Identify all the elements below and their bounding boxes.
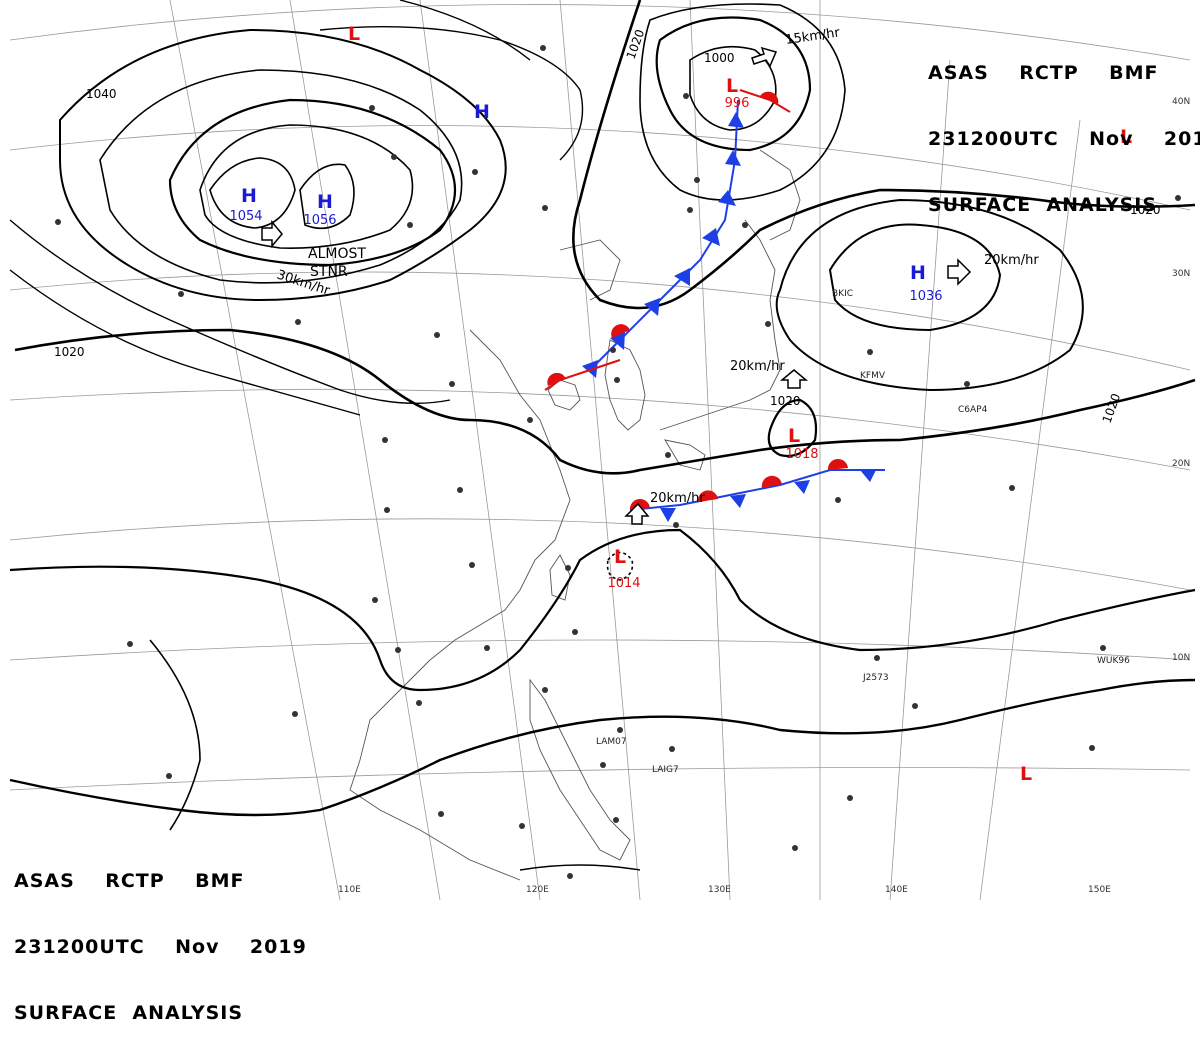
low-letter: L (348, 23, 360, 45)
low-letter: L (726, 75, 738, 97)
svg-text:ALMOST: ALMOST (308, 246, 366, 262)
svg-text:J2573: J2573 (862, 673, 889, 683)
weather-map: H 1054 H 1056 H H 1036 L 996 L 1018 L 10… (9, 0, 1196, 901)
svg-text:40N: 40N (1172, 97, 1190, 107)
svg-text:140E: 140E (885, 885, 908, 895)
svg-text:1020: 1020 (54, 345, 85, 359)
pressure-centers: H 1054 H 1056 H H 1036 L 996 L 1018 L 10… (229, 23, 1132, 785)
graticule (9, 0, 1191, 901)
low-pressure-value: 1018 (785, 447, 818, 462)
low-letter: L (1020, 763, 1032, 785)
svg-text:110E: 110E (338, 885, 361, 895)
svg-text:20km/hr: 20km/hr (650, 491, 705, 506)
high-letter: H (241, 185, 257, 207)
chart-header-bottom: ASAS RCTP BMF 231200UTC Nov 2019 SURFACE… (14, 826, 307, 1046)
low-pressure-value: 1014 (607, 576, 640, 591)
motion-arrows (261, 46, 972, 525)
low-letter: L (614, 546, 626, 568)
header-line-1: ASAS RCTP BMF (14, 870, 245, 892)
header-line-2: 231200UTC Nov 2019 (928, 128, 1200, 150)
low-pressure-value: 996 (725, 96, 750, 111)
svg-text:1000: 1000 (704, 51, 735, 65)
high-letter: H (317, 191, 333, 213)
arrow-icon (947, 258, 972, 286)
svg-text:20N: 20N (1172, 459, 1190, 469)
svg-text:15km/hr: 15km/hr (784, 25, 841, 48)
high-pressure-value: 1056 (303, 213, 336, 228)
arrow-icon (261, 219, 283, 249)
high-pressure-value: 1036 (909, 289, 942, 304)
arrow-icon (779, 369, 809, 389)
svg-text:1040: 1040 (86, 87, 117, 101)
svg-text:1020: 1020 (1100, 392, 1124, 425)
arrow-icon (751, 46, 778, 68)
svg-text:1020: 1020 (1130, 203, 1161, 217)
svg-text:30N: 30N (1172, 269, 1190, 279)
svg-text:150E: 150E (1088, 885, 1111, 895)
chart-header-top: ASAS RCTP BMF 231200UTC Nov 2019 SURFACE… (928, 18, 1200, 238)
svg-text:10N: 10N (1172, 653, 1190, 663)
cold-front-north (582, 99, 744, 378)
svg-text:KFMV: KFMV (860, 371, 886, 381)
svg-text:120E: 120E (526, 885, 549, 895)
warm-front-north (544, 89, 791, 391)
graticule-labels: 110E 120E 130E 140E 150E 40N 30N 20N 10N (338, 97, 1190, 895)
svg-text:LAIG7: LAIG7 (652, 765, 679, 775)
high-letter: H (474, 101, 490, 123)
svg-text:BKIC: BKIC (832, 289, 853, 299)
svg-text:20km/hr: 20km/hr (984, 253, 1039, 268)
svg-text:WUK96: WUK96 (1097, 656, 1130, 666)
svg-text:STNR: STNR (310, 264, 348, 280)
svg-text:130E: 130E (708, 885, 731, 895)
svg-text:LAM07: LAM07 (596, 737, 627, 747)
arrow-icon (624, 502, 650, 525)
header-line-3: SURFACE ANALYSIS (928, 194, 1158, 216)
svg-text:20km/hr: 20km/hr (730, 359, 785, 374)
svg-text:C6AP4: C6AP4 (958, 405, 988, 415)
header-line-2: 231200UTC Nov 2019 (14, 936, 307, 958)
stationary-front-south (629, 458, 885, 522)
station-plots (55, 45, 1181, 879)
coastlines (349, 149, 801, 881)
high-pressure-value: 1054 (229, 209, 262, 224)
isobars (9, 0, 1196, 871)
station-labels: KFMV C6AP4 BKIC WUK96 J2573 LAM07 LAIG7 (596, 289, 1130, 775)
low-letter: L (1120, 126, 1132, 148)
svg-text:1020: 1020 (770, 394, 801, 408)
header-line-1: ASAS RCTP BMF (928, 62, 1159, 84)
header-line-3: SURFACE ANALYSIS (14, 1002, 244, 1024)
low-letter: L (788, 425, 800, 447)
high-letter: H (910, 262, 926, 284)
